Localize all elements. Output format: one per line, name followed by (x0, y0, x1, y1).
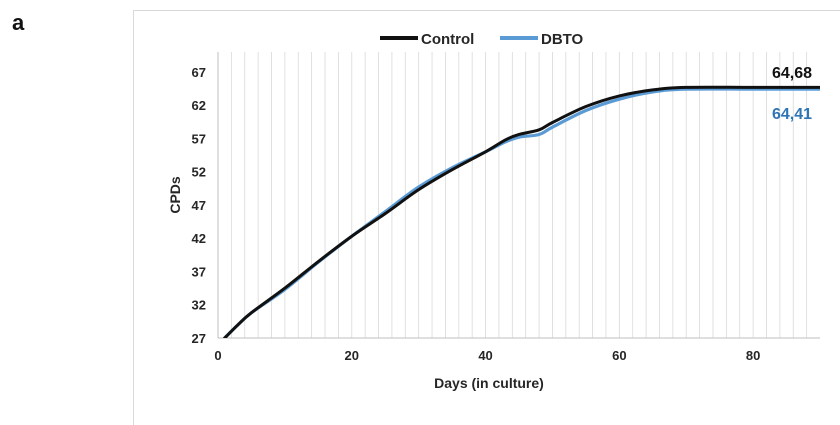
y-tick-label: 42 (192, 231, 206, 246)
chart-frame (133, 10, 840, 425)
y-tick-label: 52 (192, 165, 206, 180)
series-line-control (223, 85, 820, 338)
gridlines (230, 52, 808, 338)
x-tick-label: 20 (345, 348, 359, 363)
y-tick-label: 47 (192, 198, 206, 213)
y-tick-label: 57 (192, 131, 206, 146)
y-tick-label: 37 (192, 264, 206, 279)
x-tick-labels: 0 20 40 60 80 (214, 348, 760, 363)
legend-label-control: Control (421, 31, 474, 48)
y-axis-title: CPDs (167, 176, 183, 214)
series-lines (223, 85, 820, 338)
y-tick-label: 62 (192, 98, 206, 113)
y-tick-label: 32 (192, 298, 206, 313)
legend-label-dbto: DBTO (541, 31, 584, 48)
x-tick-label: 60 (612, 348, 626, 363)
series-line-dbto (223, 87, 820, 338)
x-tick-label: 0 (214, 348, 221, 363)
end-value-label-dbto: 64,41 (772, 106, 812, 123)
axes (217, 52, 820, 339)
y-tick-label: 27 (192, 331, 206, 346)
x-axis-title: Days (in culture) (434, 375, 544, 391)
legend: Control DBTO (380, 31, 584, 48)
y-tick-labels: 27 32 37 42 47 52 57 62 67 (192, 65, 206, 346)
x-tick-label: 80 (746, 348, 760, 363)
y-tick-label: 67 (192, 65, 206, 80)
end-value-label-control: 64,68 (772, 65, 812, 82)
panel-label: a (12, 10, 25, 35)
x-tick-label: 40 (478, 348, 492, 363)
